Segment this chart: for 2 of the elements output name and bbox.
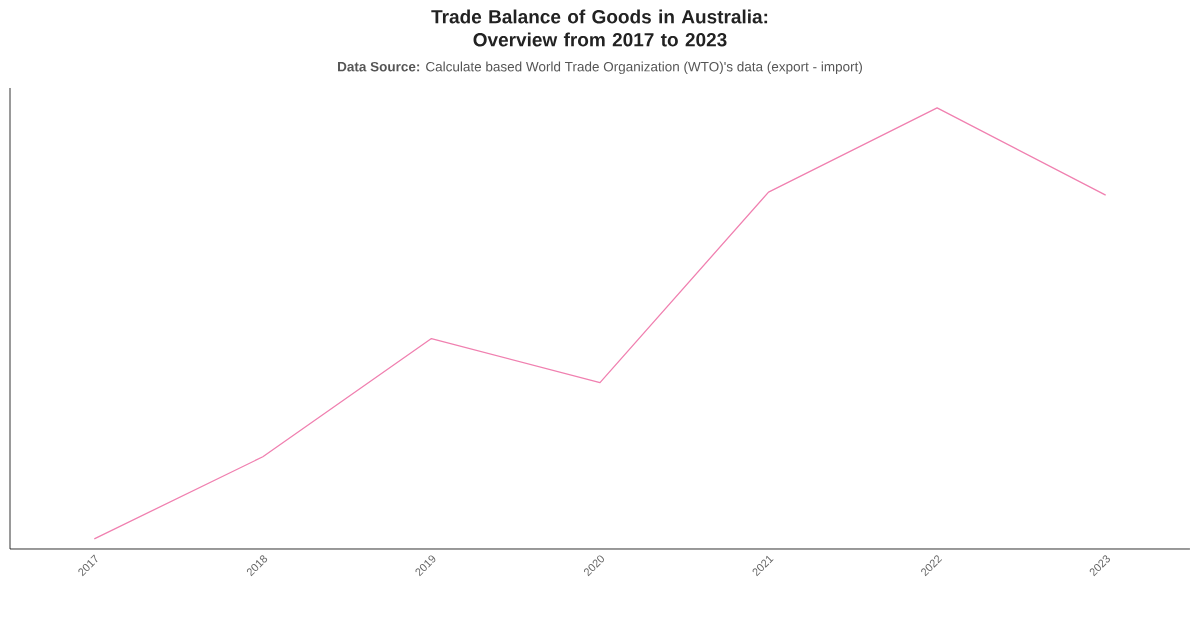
- chart-subtitle: Data Source: Calculate based World Trade Organization (WTO)'s data (export - import): [338, 61, 862, 75]
- chart-title: Trade Balance of Goods in Australia: Overview from 2017 to 2023: [431, 9, 768, 47]
